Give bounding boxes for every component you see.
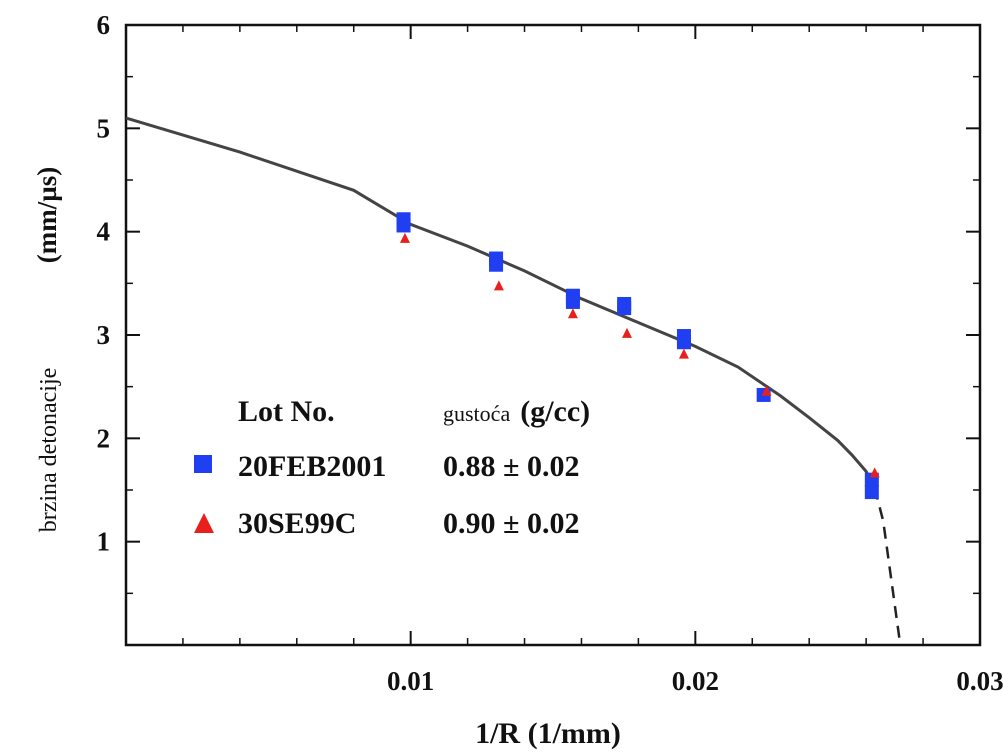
data-point-square bbox=[565, 294, 580, 309]
legend-header-density-unit: (g/cc) bbox=[520, 395, 590, 428]
plot-frame bbox=[124, 23, 982, 647]
data-point-square bbox=[676, 335, 691, 350]
x-axis-label: 1/R (1/mm) bbox=[475, 717, 621, 750]
axis-ticks-layer: 0.01 0.02 0.03 1 2 3 4 5 6 bbox=[97, 10, 1003, 696]
y-tick-label: 4 bbox=[97, 217, 111, 247]
legend-series-1-density: 0.88 ± 0.02 bbox=[443, 450, 579, 483]
y-tick-label: 3 bbox=[97, 320, 111, 350]
data-point-triangle bbox=[399, 232, 410, 243]
data-points-layer bbox=[396, 212, 880, 500]
y-tick-label: 5 bbox=[97, 113, 111, 143]
legend: Lot No. gustoća (g/cc) 20FEB2001 0.88 ± … bbox=[194, 395, 590, 540]
legend-header-lot: Lot No. bbox=[238, 395, 335, 428]
data-point-square bbox=[489, 257, 504, 272]
y-tick-label: 2 bbox=[97, 423, 111, 453]
legend-header-density-word: gustoća bbox=[443, 401, 510, 426]
data-point-triangle bbox=[567, 308, 578, 319]
data-point-triangle bbox=[761, 385, 772, 396]
y-tick-label: 1 bbox=[97, 527, 111, 557]
legend-series-2-name: 30SE99C bbox=[238, 507, 356, 540]
x-tick-label: 0.02 bbox=[672, 666, 719, 696]
legend-header-density: gustoća (g/cc) bbox=[443, 395, 590, 428]
fit-curve-layer bbox=[125, 116, 902, 646]
data-point-triangle bbox=[622, 327, 633, 338]
data-point-triangle bbox=[678, 348, 689, 359]
x-tick-label: 0.01 bbox=[387, 666, 434, 696]
legend-series-2-density: 0.90 ± 0.02 bbox=[443, 507, 579, 540]
data-point-triangle bbox=[493, 280, 504, 291]
legend-marker-triangle bbox=[194, 513, 214, 533]
data-point-triangle bbox=[869, 467, 880, 478]
data-point-square bbox=[864, 485, 879, 500]
plot-border bbox=[124, 23, 982, 647]
data-point-square bbox=[617, 301, 632, 316]
fit-curve-solid bbox=[125, 116, 877, 489]
y-tick-label: 6 bbox=[97, 10, 111, 40]
legend-series-1-name: 20FEB2001 bbox=[238, 450, 386, 483]
legend-marker-square bbox=[194, 455, 212, 473]
y-axis-label-group: brzina detonacije (mm/µs) bbox=[32, 167, 62, 533]
y-axis-label: brzina detonacije bbox=[36, 368, 62, 533]
fit-curve-dashed bbox=[873, 487, 902, 646]
data-point-square bbox=[396, 218, 411, 233]
y-axis-unit: (mm/µs) bbox=[32, 167, 62, 264]
x-tick-label: 0.03 bbox=[956, 666, 1003, 696]
